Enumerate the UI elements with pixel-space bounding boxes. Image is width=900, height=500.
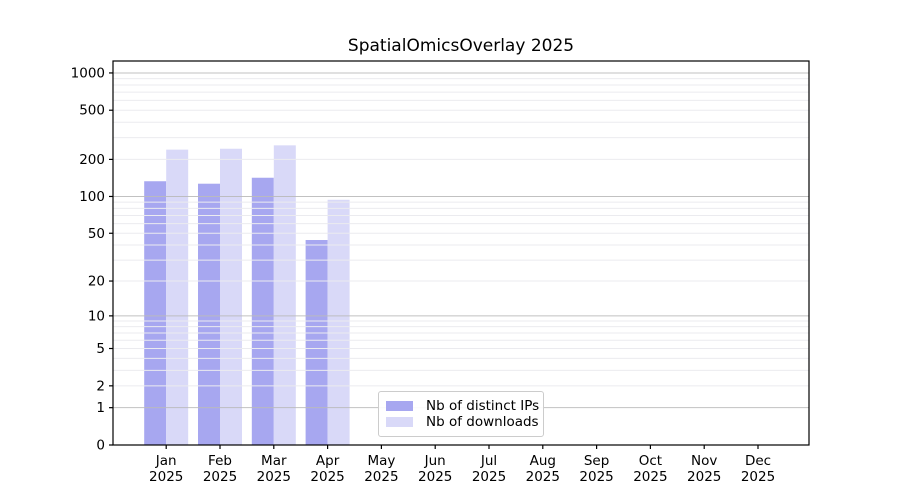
y-tick-label: 1000: [71, 65, 105, 81]
x-tick-label: Sep 2025: [579, 453, 613, 485]
downloads-swatch-icon: [386, 417, 413, 427]
x-tick-label: Oct 2025: [633, 453, 667, 485]
bar-downloads-apr: [327, 199, 350, 445]
x-tick-label: May 2025: [364, 453, 398, 485]
y-tick-label: 200: [79, 152, 105, 168]
y-tick-label: 50: [88, 226, 105, 242]
y-tick-label: 2: [96, 378, 105, 394]
legend: Nb of distinct IPs Nb of downloads: [378, 391, 544, 437]
bar-distinct-ips-feb: [198, 183, 220, 445]
y-tick-label: 0: [96, 438, 105, 454]
x-tick-label: Mar 2025: [257, 453, 291, 485]
chart-title: SpatialOmicsOverlay 2025: [347, 36, 575, 56]
y-tick-label: 100: [79, 189, 105, 205]
y-tick-label: 500: [79, 103, 105, 119]
x-tick-label: Nov 2025: [687, 453, 721, 485]
y-tick-label: 5: [96, 341, 105, 357]
bar-downloads-jan: [166, 149, 189, 445]
legend-label-downloads: Nb of downloads: [426, 414, 539, 430]
y-tick-label: 20: [88, 274, 105, 290]
distinct-ips-swatch-icon: [386, 401, 413, 411]
bar-downloads-feb: [220, 148, 242, 445]
x-tick-label: Jun 2025: [418, 453, 452, 485]
x-tick-label: Apr 2025: [310, 453, 344, 485]
x-tick-label: Aug 2025: [526, 453, 560, 485]
y-tick-label: 10: [88, 308, 105, 324]
x-tick-label: Jul 2025: [472, 453, 506, 485]
y-tick-label: 1: [96, 400, 105, 416]
x-tick-label: Feb 2025: [203, 453, 237, 485]
legend-item-distinct-ips: Nb of distinct IPs: [386, 398, 543, 414]
bar-distinct-ips-apr: [305, 240, 328, 445]
bar-distinct-ips-jan: [144, 181, 167, 445]
bar-downloads-mar: [273, 145, 296, 445]
axes-spines: [112, 60, 810, 446]
x-tick-label: Jan 2025: [149, 453, 183, 485]
legend-item-downloads: Nb of downloads: [386, 414, 543, 430]
bar-distinct-ips-mar: [251, 177, 274, 445]
x-tick-label: Dec 2025: [741, 453, 775, 485]
legend-label-distinct-ips: Nb of distinct IPs: [426, 398, 540, 414]
